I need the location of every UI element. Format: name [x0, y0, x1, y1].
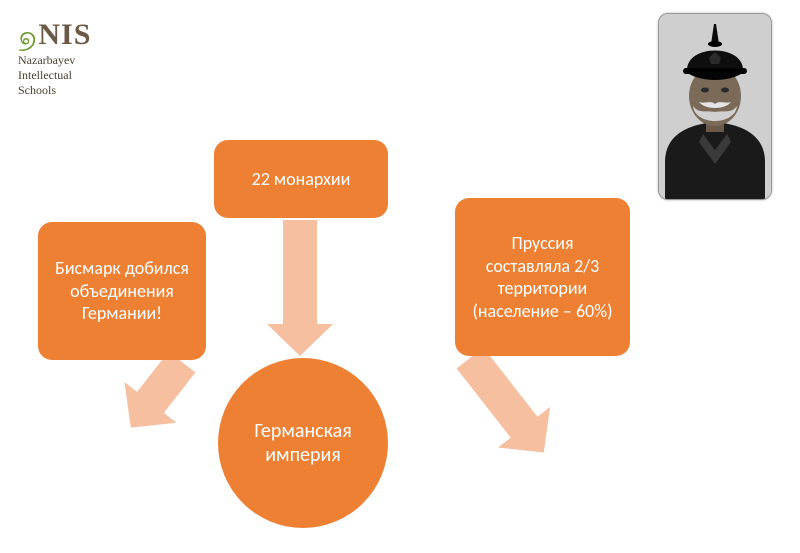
node-left: Бисмарк добился объединения Германии!: [38, 222, 206, 360]
node-right-label: Пруссия составляла 2/3 территории (насел…: [469, 232, 616, 322]
node-right: Пруссия составляла 2/3 территории (насел…: [455, 198, 630, 356]
nis-acronym: NIS: [38, 18, 91, 52]
nis-logo: ୭ NIS Nazarbayev Intellectual Schools: [18, 18, 128, 98]
leaf-icon: ୭: [18, 31, 36, 52]
node-top-label: 22 монархии: [252, 168, 351, 191]
bismarck-portrait: [658, 13, 772, 200]
nis-sub-3: Schools: [18, 84, 128, 97]
nis-sub-2: Intellectual: [18, 69, 128, 82]
node-left-label: Бисмарк добился объединения Германии!: [52, 257, 192, 325]
arrow-right-to-center: [444, 338, 570, 473]
portrait-icon: [659, 14, 771, 199]
nis-logo-mark: ୭ NIS: [18, 18, 128, 52]
node-center: Германская империя: [218, 358, 388, 528]
nis-sub-1: Nazarbayev: [18, 54, 128, 67]
arrow-top-to-center: [267, 220, 333, 356]
node-top: 22 монархии: [214, 140, 388, 218]
node-center-label: Германская империя: [230, 419, 376, 467]
slide: { "logo": { "acronym": "NIS", "line1": "…: [0, 0, 800, 553]
